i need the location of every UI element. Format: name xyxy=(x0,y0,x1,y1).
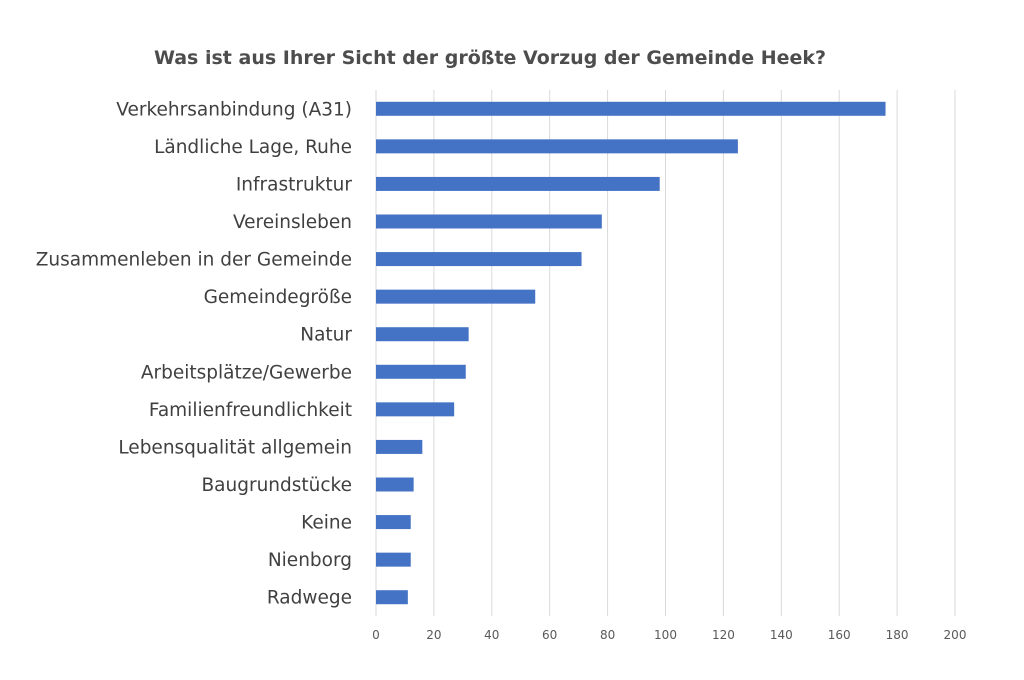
x-tick-label: 0 xyxy=(372,628,380,642)
bar xyxy=(376,477,414,492)
category-label: Gemeindegröße xyxy=(204,287,352,308)
x-tick-label: 120 xyxy=(712,628,735,642)
category-label: Zusammenleben in der Gemeinde xyxy=(36,250,352,271)
bar xyxy=(376,364,466,379)
bar xyxy=(376,101,886,116)
x-tick-label: 20 xyxy=(426,628,441,642)
x-tick-label: 60 xyxy=(542,628,557,642)
bar xyxy=(376,552,411,567)
bar xyxy=(376,176,660,191)
category-label: Nienborg xyxy=(268,550,352,571)
bar xyxy=(376,139,738,154)
category-label: Vereinsleben xyxy=(233,212,352,233)
bar xyxy=(376,515,411,530)
category-labels: Verkehrsanbindung (A31) Ländliche Lage, R… xyxy=(36,99,353,608)
bars xyxy=(376,101,886,605)
category-label: Familienfreundlichkeit xyxy=(149,400,352,421)
category-label: Infrastruktur xyxy=(236,174,353,195)
category-label: Arbeitsplätze/Gewerbe xyxy=(141,362,352,383)
x-tick-label: 100 xyxy=(654,628,677,642)
category-label: Ländliche Lage, Ruhe xyxy=(154,137,352,158)
category-label: Keine xyxy=(301,513,352,534)
category-label: Baugrundstücke xyxy=(201,475,352,496)
x-tick-label: 180 xyxy=(886,628,909,642)
bar xyxy=(376,214,602,229)
category-label: Natur xyxy=(300,325,352,346)
bar xyxy=(376,289,536,304)
bar xyxy=(376,402,455,417)
x-tick-label: 200 xyxy=(944,628,967,642)
gridlines xyxy=(375,90,956,616)
x-axis-tick-labels: 0 20 40 60 80 100 120 140 160 180 200 xyxy=(372,628,966,642)
category-label: Radwege xyxy=(267,588,352,609)
x-tick-label: 160 xyxy=(828,628,851,642)
chart-title: Was ist aus Ihrer Sicht der größte Vorzu… xyxy=(154,47,826,69)
x-tick-label: 80 xyxy=(600,628,615,642)
bar xyxy=(376,590,408,605)
x-tick-label: 40 xyxy=(484,628,499,642)
x-tick-label: 140 xyxy=(770,628,793,642)
bar xyxy=(376,252,582,267)
bar xyxy=(376,439,423,454)
category-label: Lebensqualität allgemein xyxy=(118,437,352,458)
bar xyxy=(376,327,469,342)
category-label: Verkehrsanbindung (A31) xyxy=(116,99,352,120)
